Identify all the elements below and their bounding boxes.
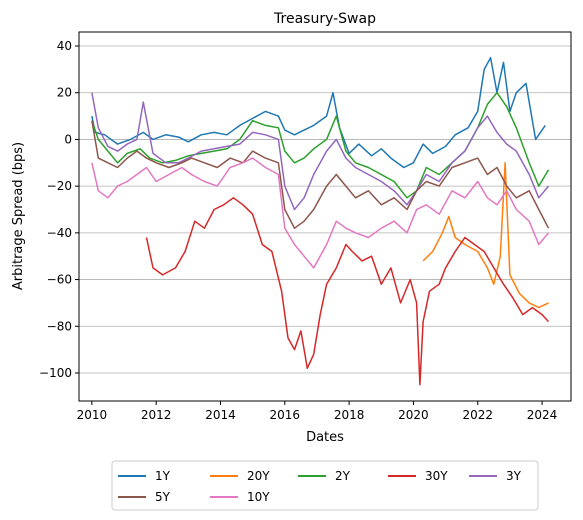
legend-label-20y: 20Y <box>247 469 270 483</box>
y-tick-label: −80 <box>47 319 72 333</box>
y-tick-label: 0 <box>64 132 72 146</box>
legend-label-10y: 10Y <box>247 490 270 504</box>
x-tick-label: 2018 <box>334 408 365 422</box>
y-tick-label: −20 <box>47 179 72 193</box>
chart-title: Treasury-Swap <box>273 11 376 27</box>
x-tick-label: 2020 <box>398 408 429 422</box>
legend-label-2y: 2Y <box>335 469 351 483</box>
legend-label-3y: 3Y <box>506 469 522 483</box>
y-tick-label: 20 <box>57 86 72 100</box>
series-line-2y <box>91 91 550 199</box>
series-layer <box>91 56 550 386</box>
series-line-10y <box>91 157 550 269</box>
x-tick-label: 2016 <box>270 408 301 422</box>
y-axis-label: Arbitrage Spread (bps) <box>11 142 26 290</box>
series-line-3y <box>91 92 550 211</box>
x-tick-label: 2022 <box>462 408 493 422</box>
x-axis-label: Dates <box>306 430 344 445</box>
x-tick-label: 2014 <box>205 408 236 422</box>
series-line-5y <box>91 120 550 229</box>
x-tick-label: 2024 <box>527 408 558 422</box>
y-tick-label: −40 <box>47 226 72 240</box>
x-tick-label: 2012 <box>141 408 172 422</box>
x-tick-label: 2010 <box>77 408 108 422</box>
legend-frame <box>111 460 539 511</box>
series-line-1y <box>91 56 546 169</box>
x-axis-ticks: 2010 2012 2014 2016 2018 2020 2022 2024 <box>77 401 558 422</box>
grid-lines <box>79 45 571 374</box>
y-tick-label: 40 <box>57 39 72 53</box>
legend-label-5y: 5Y <box>155 490 171 504</box>
plot-area-frame <box>78 31 572 402</box>
y-tick-label: −100 <box>39 366 72 380</box>
legend-label-30y: 30Y <box>425 469 448 483</box>
series-line-30y <box>145 197 550 386</box>
legend: 1Y 20Y 2Y 30Y 3Y 5Y 10Y <box>111 460 539 511</box>
y-tick-label: −60 <box>47 273 72 287</box>
y-axis-ticks: −100 −80 −60 −40 −20 0 20 40 <box>39 39 79 380</box>
legend-items: 1Y 20Y 2Y 30Y 3Y 5Y 10Y <box>118 469 522 504</box>
legend-label-1y: 1Y <box>155 469 171 483</box>
series-line-20y <box>422 162 549 309</box>
